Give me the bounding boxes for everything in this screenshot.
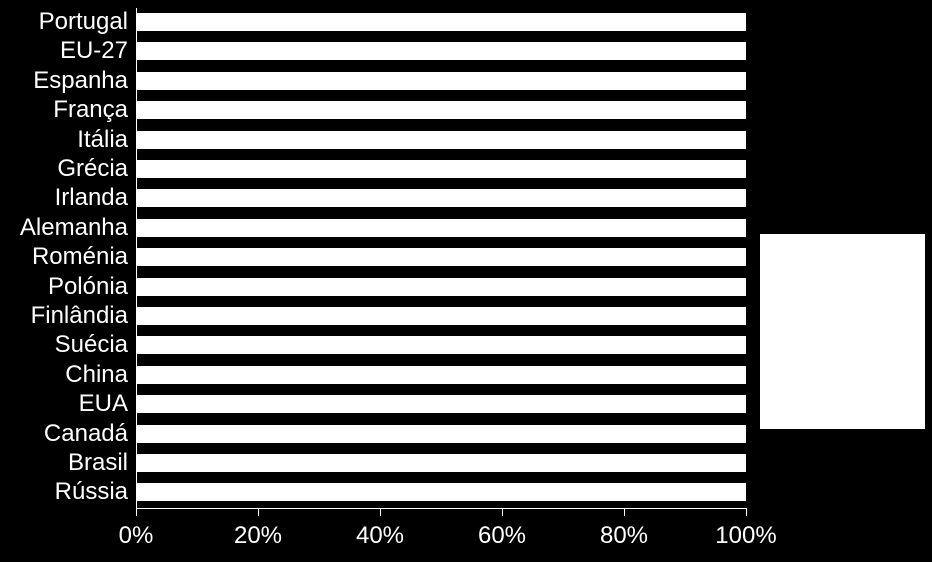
bar	[136, 101, 746, 119]
bar-row: Grécia	[136, 160, 746, 178]
category-label: Finlândia	[31, 302, 128, 330]
bar-row: Suécia	[136, 336, 746, 354]
category-label: Canadá	[44, 420, 128, 448]
category-label: Roménia	[32, 243, 128, 271]
x-tick	[502, 508, 503, 516]
bar	[136, 13, 746, 31]
bar-row: EU-27	[136, 42, 746, 60]
category-label: Espanha	[33, 67, 128, 95]
bar	[136, 248, 746, 266]
bar	[136, 483, 746, 501]
x-axis-line	[136, 508, 746, 509]
category-label: EUA	[79, 390, 128, 418]
bar	[136, 307, 746, 325]
bar-row: Portugal	[136, 13, 746, 31]
legend-box	[760, 234, 925, 429]
bar-row: Roménia	[136, 248, 746, 266]
bar-row: Espanha	[136, 72, 746, 90]
x-tick	[746, 508, 747, 516]
bar	[136, 395, 746, 413]
bar	[136, 160, 746, 178]
bar	[136, 366, 746, 384]
x-tick	[258, 508, 259, 516]
bar	[136, 189, 746, 207]
bar	[136, 336, 746, 354]
bar-row: Polónia	[136, 278, 746, 296]
bar-row: Irlanda	[136, 189, 746, 207]
bar	[136, 72, 746, 90]
category-label: Suécia	[55, 331, 128, 359]
bar-row: França	[136, 101, 746, 119]
plot-area: Portugal EU-27 Espanha França Itália Grécia Ir…	[136, 8, 746, 508]
bar-row: Rússia	[136, 483, 746, 501]
x-tick-label: 40%	[356, 522, 404, 550]
category-label: Brasil	[68, 449, 128, 477]
bar	[136, 425, 746, 443]
bar-row: Itália	[136, 131, 746, 149]
x-tick	[136, 508, 137, 516]
bar-row: Finlândia	[136, 307, 746, 325]
x-tick-label: 60%	[478, 522, 526, 550]
category-label: Itália	[77, 126, 128, 154]
bar-row: China	[136, 366, 746, 384]
category-label: EU-27	[60, 37, 128, 65]
x-tick	[624, 508, 625, 516]
category-label: Rússia	[55, 478, 128, 506]
bar	[136, 278, 746, 296]
category-label: Alemanha	[20, 214, 128, 242]
bar-row: EUA	[136, 395, 746, 413]
y-axis-line	[136, 8, 137, 508]
bar-row: Alemanha	[136, 219, 746, 237]
bar-row: Brasil	[136, 454, 746, 472]
category-label: China	[65, 361, 128, 389]
x-tick-label: 100%	[715, 522, 776, 550]
x-tick-label: 0%	[119, 522, 154, 550]
category-label: Irlanda	[55, 184, 128, 212]
category-label: Grécia	[57, 155, 128, 183]
bar	[136, 131, 746, 149]
bar	[136, 454, 746, 472]
x-tick	[380, 508, 381, 516]
category-label: Polónia	[48, 273, 128, 301]
chart-container: PortugalEU-27EspanhaFrançaItáliaGréciaIr…	[0, 0, 932, 562]
category-label: França	[53, 96, 128, 124]
bar-row: Canadá	[136, 425, 746, 443]
category-label: Portugal	[39, 8, 128, 36]
x-tick-label: 80%	[600, 522, 648, 550]
x-tick-label: 20%	[234, 522, 282, 550]
bar	[136, 219, 746, 237]
bar	[136, 42, 746, 60]
